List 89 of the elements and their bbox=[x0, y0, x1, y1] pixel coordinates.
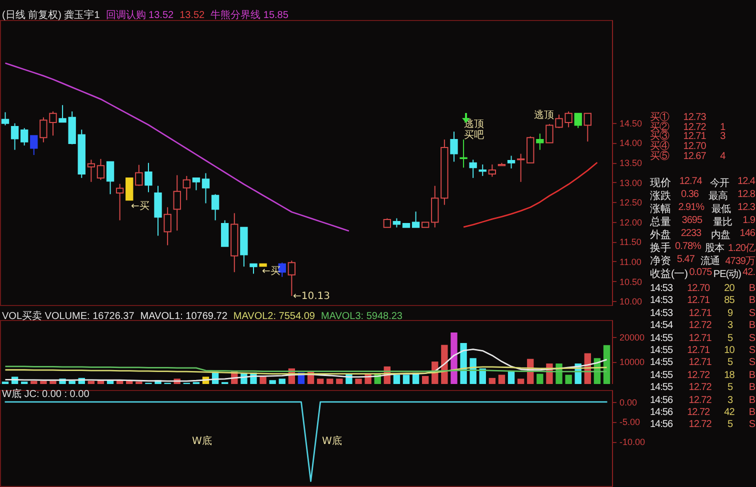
candlestick bbox=[87, 159, 96, 182]
text: 买⑤ 12.67 4 bbox=[650, 150, 726, 163]
candlestick bbox=[478, 164, 486, 176]
annotation: W底 bbox=[322, 436, 342, 448]
candlestick bbox=[30, 135, 38, 156]
candlestick bbox=[383, 218, 391, 228]
text: 外盘 2233 内盘 146 bbox=[650, 228, 755, 242]
y-tick-label: 13.00 bbox=[620, 178, 642, 188]
candlestick bbox=[202, 172, 210, 204]
text: 14:55 12.71 10 S bbox=[650, 345, 755, 356]
candlestick bbox=[574, 112, 582, 129]
annotation: 牛熊分界线 15.85 bbox=[210, 10, 288, 21]
candlestick bbox=[126, 177, 134, 201]
text: 总量 3695 量比 1.9 bbox=[650, 215, 755, 229]
text: 涨幅 2.91% 最低 12.3 bbox=[650, 202, 755, 216]
bar bbox=[450, 332, 458, 386]
y-tick-label: 10000 bbox=[620, 357, 645, 368]
annotation: W底 bbox=[192, 436, 212, 448]
text: 14:56 12.72 3 B bbox=[650, 394, 755, 406]
line-series bbox=[4, 348, 608, 382]
line-series bbox=[462, 162, 598, 228]
text: 净资 5.47 流通 4739万 bbox=[650, 254, 755, 268]
y-tick-label: 20000 bbox=[620, 332, 645, 343]
candlestick bbox=[469, 159, 477, 178]
candlestick bbox=[135, 164, 143, 186]
annotation: ←买 bbox=[131, 201, 150, 213]
y-tick-label: 11.00 bbox=[620, 256, 642, 267]
line-series bbox=[4, 62, 350, 232]
text: 14:53 12.70 20 B bbox=[650, 283, 755, 294]
annotation: 买吧 bbox=[464, 130, 484, 142]
text: 换手 0.78% 股本 1.20亿 bbox=[650, 241, 755, 255]
candlestick bbox=[106, 161, 114, 195]
y-tick-label: 12.50 bbox=[620, 198, 642, 208]
candlestick bbox=[116, 183, 124, 221]
text: MAVOL2: 7554.09 bbox=[233, 311, 315, 322]
y-tick-label: 13.50 bbox=[620, 158, 642, 168]
candlestick bbox=[412, 211, 420, 228]
text: 14:55 12.71 5 S bbox=[650, 332, 755, 344]
candlestick bbox=[144, 162, 152, 193]
text: 14:55 12.71 5 S bbox=[650, 357, 755, 368]
candlestick bbox=[392, 218, 401, 228]
y-tick-label: 11.50 bbox=[620, 237, 642, 248]
annotation: ←买 bbox=[262, 266, 280, 278]
text: 14:55 12.72 18 B bbox=[650, 370, 755, 381]
candlestick bbox=[460, 139, 468, 168]
text: 买① 12.73 bbox=[650, 110, 706, 123]
candlestick bbox=[211, 194, 220, 221]
candlestick bbox=[507, 155, 516, 169]
text: 14:56 12.72 5 S bbox=[650, 419, 755, 430]
y-tick-label: 0.00 bbox=[620, 397, 638, 408]
candlestick bbox=[164, 206, 172, 246]
candlestick bbox=[192, 177, 200, 191]
y-tick-label: 14.00 bbox=[620, 138, 642, 148]
candlestick bbox=[173, 174, 181, 232]
candlestick bbox=[96, 158, 105, 180]
text: 涨跌 0.36 最高 12.8 bbox=[650, 189, 755, 203]
candlestick bbox=[10, 122, 19, 150]
y-tick-label: -10.00 bbox=[620, 437, 646, 448]
chart-title: (日线 前复权) 龚玉宇1 bbox=[2, 10, 100, 21]
y-tick-label: -5.00 bbox=[620, 417, 640, 428]
text: MAVOL1: 10769.72 bbox=[140, 311, 228, 322]
annotation: 逃顶 bbox=[534, 110, 554, 122]
candlestick bbox=[20, 128, 28, 146]
chart-title: VOL买卖 VOLUME: 16726.37 bbox=[2, 311, 134, 322]
text: 14:54 12.72 3 B bbox=[650, 320, 755, 332]
text: 14:53 12.71 85 B bbox=[650, 295, 755, 306]
text: 14:56 12.72 42 B bbox=[650, 407, 755, 418]
candlestick bbox=[450, 131, 458, 162]
text: MAVOL3: 5948.23 bbox=[320, 311, 402, 322]
annotation: 回调认购 13.52 bbox=[106, 10, 174, 21]
y-tick-label: 10.50 bbox=[620, 276, 642, 287]
chart-title: W底 JC: 0.00 : 0.00 bbox=[2, 389, 90, 400]
candlestick bbox=[1, 112, 10, 126]
y-tick-label: 14.50 bbox=[620, 118, 642, 128]
candlestick bbox=[221, 220, 229, 247]
y-tick-label: 10.00 bbox=[620, 296, 642, 307]
text: 14:53 12.71 9 S bbox=[650, 308, 755, 319]
annotation: 13.52 bbox=[180, 10, 205, 21]
annotation: ←10.13 bbox=[293, 291, 330, 303]
candlestick bbox=[250, 263, 258, 274]
line-series bbox=[4, 366, 608, 374]
candlestick bbox=[488, 164, 496, 178]
text: 14:55 12.72 5 B bbox=[650, 382, 755, 394]
text: 收益(一) 0.075 PE(动) 42. bbox=[650, 267, 755, 281]
y-tick-label: 12.00 bbox=[620, 217, 642, 228]
candlestick bbox=[182, 175, 190, 201]
text: 现价 12.74 今开 12.4 bbox=[650, 176, 755, 190]
candlestick bbox=[584, 112, 592, 142]
candlestick bbox=[536, 133, 544, 150]
